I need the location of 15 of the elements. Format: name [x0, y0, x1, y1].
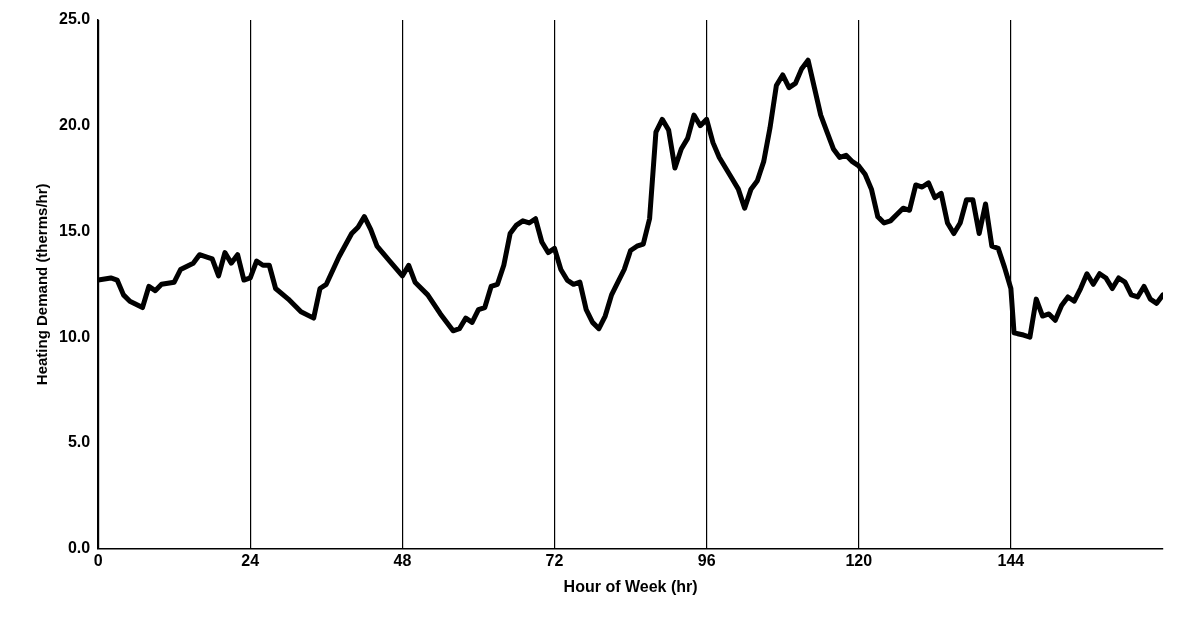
y-tick-label: 15.0 — [59, 221, 91, 239]
y-axis-title: Heating Demand (therms/hr) — [33, 183, 51, 386]
y-tick-label: 20.0 — [59, 116, 91, 134]
y-tick-label: 10.0 — [59, 327, 91, 345]
x-tick-label: 144 — [997, 551, 1025, 569]
x-axis-title: Hour of Week (hr) — [563, 577, 698, 595]
x-tick-label: 120 — [845, 551, 873, 569]
x-tick-label: 96 — [697, 551, 716, 569]
y-tick-label: 25.0 — [59, 10, 91, 28]
x-tick-label: 72 — [545, 551, 564, 569]
x-tick-label: 0 — [93, 551, 103, 569]
x-tick-label: 24 — [241, 551, 260, 569]
x-tick-label: 48 — [393, 551, 412, 569]
y-tick-label: 5.0 — [67, 433, 91, 451]
y-tick-label: 0.0 — [67, 539, 91, 557]
